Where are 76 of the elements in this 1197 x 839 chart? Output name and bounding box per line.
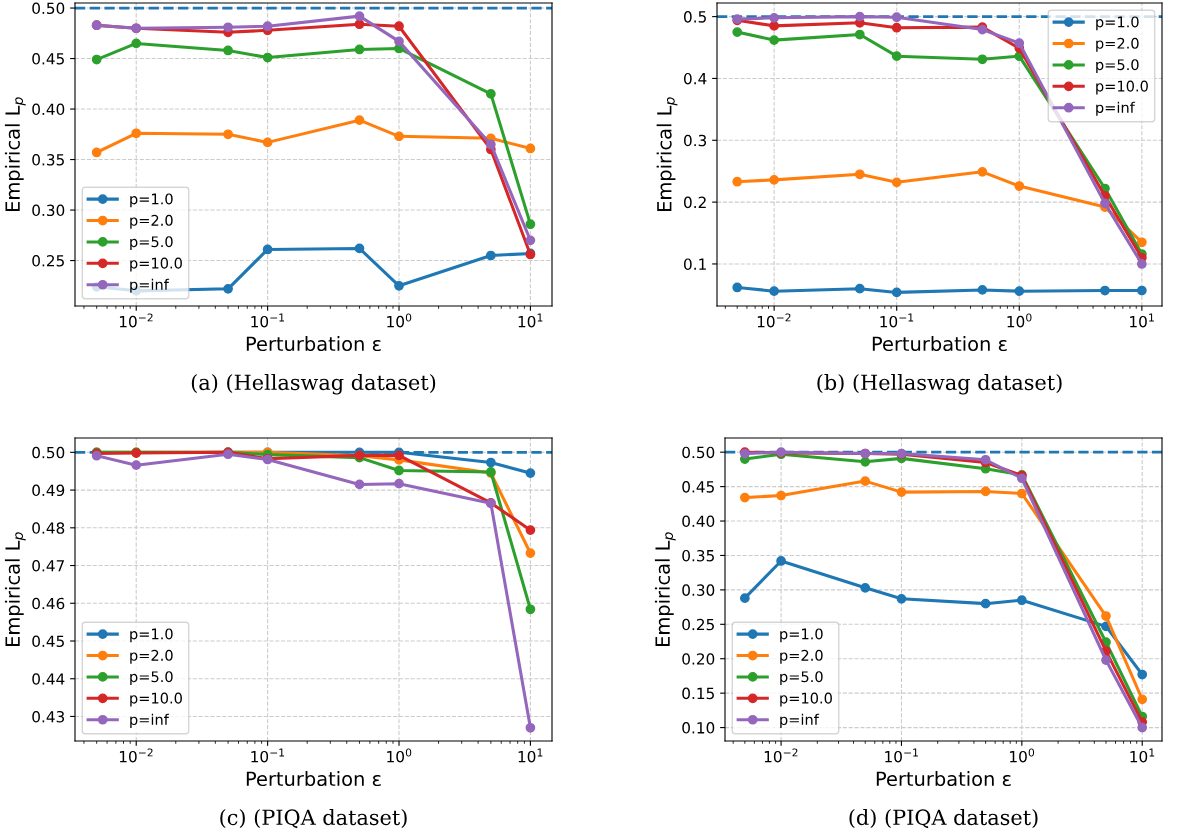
legend-label: p=10.0	[130, 692, 182, 707]
y-axis-title: Empirical L$_{p}$	[4, 97, 26, 212]
y-tick-label: 0.20	[682, 653, 715, 665]
y-tick-label: 0.3	[683, 134, 707, 147]
x-tick-label: 10$^{−1}$	[251, 748, 285, 763]
legend-label: p=10.0	[130, 257, 182, 272]
y-tick-label: 0.4	[683, 72, 707, 85]
y-tick-label: 0.35	[682, 549, 714, 562]
text: (b) (Hellaswag dataset)	[817, 374, 1062, 395]
legend-label: p=inf	[1096, 101, 1136, 116]
x-tick-label: 10$^{−2}$	[757, 313, 791, 328]
x-tick-label: 10$^{0}$	[387, 313, 412, 328]
legend-label: p=2.0	[130, 649, 173, 664]
legend-label: p=1.0	[130, 628, 173, 643]
legend-label: p=10.0	[780, 692, 832, 707]
y-tick-label: 0.15	[682, 687, 714, 700]
y-tick-label: 0.46	[32, 597, 65, 610]
x-tick-label: 10$^{0}$	[1007, 313, 1032, 328]
x-tick-label: 10$^{−1}$	[880, 313, 914, 328]
x-axis-title: Perturbation ε	[876, 771, 1011, 787]
x-tick-label: 10$^{−1}$	[885, 748, 918, 763]
y-tick-label: 0.35	[32, 154, 64, 166]
y-axis-title: Empirical L$_{p}$	[654, 532, 676, 647]
x-tick-label: 10$^{1}$	[518, 313, 543, 328]
y-tick-label: 0.40	[32, 103, 65, 116]
y-tick-label: 0.43	[32, 710, 65, 723]
legend-label: p=1.0	[1096, 16, 1139, 31]
legend-label: p=5.0	[1096, 59, 1139, 74]
y-tick-label: 0.25	[32, 255, 64, 267]
x-tick-label: 10$^{0}$	[1010, 748, 1035, 763]
legend-label: p=5.0	[780, 671, 823, 686]
y-tick-label: 0.2	[683, 196, 706, 209]
legend-label: p=inf	[130, 713, 170, 728]
x-tick-label: 10$^{1}$	[1130, 313, 1154, 328]
y-tick-label: 0.25	[682, 618, 714, 631]
text: (c) (PIQA dataset)	[220, 809, 407, 829]
legend-label: p=5.0	[130, 236, 173, 251]
y-tick-label: 0.44	[32, 673, 65, 685]
y-tick-label: 0.40	[682, 515, 715, 528]
y-tick-label: 0.10	[682, 722, 715, 734]
y-axis-title: Empirical L$_{p}$	[4, 532, 26, 647]
legend-label: p=inf	[780, 713, 820, 728]
x-tick-label: 10$^{−2}$	[764, 748, 798, 763]
y-tick-label: 0.47	[32, 560, 64, 572]
y-tick-label: 0.48	[32, 522, 65, 534]
text: (d) (PIQA dataset)	[849, 809, 1038, 829]
y-tick-label: 0.1	[683, 258, 706, 270]
legend-label: p=2.0	[1096, 37, 1139, 52]
legend-label: p=5.0	[130, 671, 173, 686]
x-tick-label: 10$^{−2}$	[119, 748, 153, 763]
y-tick-label: 0.30	[32, 204, 65, 217]
y-tick-label: 0.5	[683, 11, 706, 23]
x-tick-label: 10$^{0}$	[387, 748, 412, 763]
y-tick-label: 0.45	[32, 53, 64, 65]
y-tick-label: 0.50	[682, 446, 715, 459]
y-tick-label: 0.45	[682, 481, 714, 493]
x-axis-title: Perturbation ε	[246, 771, 381, 787]
x-tick-label: 10$^{−1}$	[251, 313, 285, 328]
x-tick-label: 10$^{−2}$	[119, 313, 153, 328]
y-tick-label: 0.45	[32, 635, 64, 648]
y-tick-label: 0.30	[682, 584, 715, 596]
x-axis-title: Perturbation ε	[872, 336, 1007, 352]
x-tick-label: 10$^{1}$	[1130, 748, 1155, 763]
x-tick-label: 10$^{1}$	[518, 748, 543, 763]
y-tick-label: 0.49	[32, 484, 65, 497]
legend-label: p=2.0	[780, 649, 823, 664]
x-axis-title: Perturbation ε	[246, 336, 381, 352]
legend-label: p=2.0	[130, 214, 173, 229]
y-tick-label: 0.50	[32, 2, 65, 15]
text: (a) (Hellaswag dataset)	[191, 374, 436, 395]
legend-label: p=1.0	[130, 193, 173, 208]
legend-label: p=1.0	[780, 628, 823, 643]
y-axis-title: Empirical L$_{p}$	[656, 97, 678, 212]
y-tick-label: 0.50	[32, 446, 65, 459]
legend-label: p=inf	[130, 278, 170, 293]
legend-label: p=10.0	[1096, 80, 1148, 95]
